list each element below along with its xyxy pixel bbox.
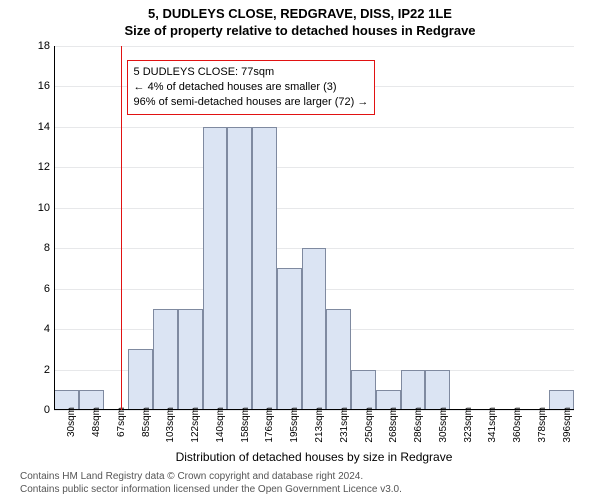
x-axis-line [54,409,574,410]
x-tick: 396sqm [562,407,573,443]
y-tick: 18 [26,40,50,52]
histogram-bar [252,127,277,410]
histogram-bar [425,370,450,410]
x-tick: 103sqm [165,407,176,443]
y-tick: 12 [26,161,50,173]
x-tick: 286sqm [413,407,424,443]
footer-line-1: Contains HM Land Registry data © Crown c… [20,471,402,484]
x-tick: 67sqm [116,407,127,437]
y-tick: 6 [26,283,50,295]
gridline [54,208,574,209]
x-tick: 140sqm [215,407,226,443]
x-tick: 85sqm [141,407,152,437]
y-tick: 0 [26,404,50,416]
callout-line-1: 5 DUDLEYS CLOSE: 77sqm [134,65,369,80]
x-tick: 213sqm [314,407,325,443]
callout-line-2: ← 4% of detached houses are smaller (3) [134,80,369,95]
y-tick: 8 [26,242,50,254]
property-marker-line [121,46,122,410]
y-axis-line [54,46,55,410]
x-tick: 378sqm [537,407,548,443]
title-sub: Size of property relative to detached ho… [0,23,600,38]
x-tick: 305sqm [438,407,449,443]
x-axis-label: Distribution of detached houses by size … [54,450,574,464]
gridline [54,127,574,128]
x-tick: 268sqm [388,407,399,443]
y-tick: 2 [26,364,50,376]
x-tick: 30sqm [66,407,77,437]
x-tick: 341sqm [487,407,498,443]
x-tick: 360sqm [512,407,523,443]
x-tick: 195sqm [289,407,300,443]
x-tick: 122sqm [190,407,201,443]
plot-surface: 02468101214161830sqm48sqm67sqm85sqm103sq… [54,46,574,410]
histogram-bar [401,370,426,410]
histogram-bar [153,309,178,410]
x-tick: 250sqm [364,407,375,443]
callout-line-3: 96% of semi-detached houses are larger (… [134,95,369,110]
x-tick: 231sqm [339,407,350,443]
histogram-bar [128,349,153,410]
x-tick: 176sqm [264,407,275,443]
y-tick: 16 [26,80,50,92]
callout-box: 5 DUDLEYS CLOSE: 77sqm← 4% of detached h… [127,60,376,115]
y-tick: 14 [26,121,50,133]
x-tick: 48sqm [91,407,102,437]
gridline [54,46,574,47]
x-tick: 323sqm [463,407,474,443]
y-tick: 4 [26,323,50,335]
histogram-bar [326,309,351,410]
chart-titles: 5, DUDLEYS CLOSE, REDGRAVE, DISS, IP22 1… [0,0,600,38]
histogram-bar [178,309,203,410]
histogram-bar [277,268,302,410]
title-main: 5, DUDLEYS CLOSE, REDGRAVE, DISS, IP22 1… [0,6,600,21]
histogram-bar [227,127,252,410]
histogram-bar [302,248,327,410]
footer: Contains HM Land Registry data © Crown c… [20,471,402,496]
y-tick: 10 [26,202,50,214]
plot-area: 02468101214161830sqm48sqm67sqm85sqm103sq… [54,46,574,410]
x-tick: 158sqm [240,407,251,443]
y-axis-label: Number of detached properties [8,0,24,46]
gridline [54,167,574,168]
histogram-bar [351,370,376,410]
footer-line-2: Contains public sector information licen… [20,484,402,497]
histogram-bar [203,127,228,410]
